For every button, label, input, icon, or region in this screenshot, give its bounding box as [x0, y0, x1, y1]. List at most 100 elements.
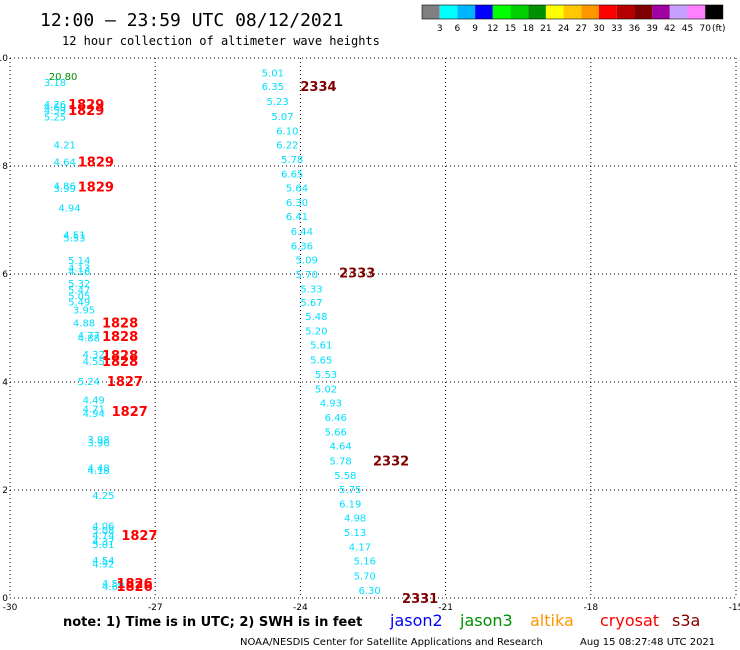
data-point-label: 4.69	[44, 103, 66, 114]
data-point-label: 4.54	[92, 556, 114, 567]
y-tick-label: 4	[2, 378, 8, 388]
data-point-label: 5.33	[300, 285, 322, 296]
data-point-label: 5.58	[334, 471, 356, 482]
data-point-label: 5.05	[68, 292, 90, 303]
color-swatch	[563, 5, 582, 19]
data-point-label: 5.49	[68, 298, 90, 309]
data-point-labels: 20.803.184.764.694.595.254.214.644.863.9…	[44, 69, 381, 597]
x-tick-label: -21	[438, 603, 453, 613]
color-scale-label: 39	[646, 24, 658, 34]
data-point-label: 5.25	[44, 112, 66, 123]
pass-label: 1826	[116, 580, 152, 595]
data-point-label: 5.24	[78, 377, 100, 388]
color-scale-label: 15	[505, 24, 516, 34]
x-tick-label: -27	[148, 603, 163, 613]
data-point-label: 4.17	[349, 543, 371, 554]
data-point-label: 4.71	[83, 404, 105, 415]
data-point-label: 5.08	[92, 526, 114, 537]
data-point-label: 3.99	[54, 184, 76, 195]
color-swatch	[545, 5, 564, 19]
data-point-label: 5.70	[354, 571, 376, 582]
axis-tick-labels: -30 -27 -24 -21 -18 -15 0 2 4 6 8 10	[0, 54, 740, 613]
pass-label: 1829	[68, 98, 104, 113]
data-point-label: 4.25	[92, 491, 114, 502]
data-point-label: 5.16	[354, 557, 376, 568]
color-scale-label: 21	[540, 24, 551, 34]
pass-label: 1828	[102, 355, 138, 370]
color-scale-label: 6	[455, 24, 461, 34]
data-point-label: 5.75	[339, 485, 361, 496]
y-tick-label: 6	[2, 270, 8, 280]
satellite-legend-item: s3a	[672, 611, 700, 630]
color-scale-label: 12	[487, 24, 498, 34]
data-point-label: 5.78	[329, 456, 351, 467]
data-point-label: 5.64	[286, 184, 308, 195]
color-scale-label: 33	[611, 24, 622, 34]
data-point-label: 5.70	[296, 270, 318, 281]
data-point-label: 4.49	[83, 395, 105, 406]
data-point-label: 3.95	[73, 306, 95, 317]
unit-label: (ft)	[712, 24, 726, 34]
color-scale-label: 27	[576, 24, 587, 34]
data-point-label: 4.06	[92, 522, 114, 533]
data-point-label: 5.66	[325, 428, 347, 439]
data-point-label: 5.48	[305, 312, 327, 323]
data-point-label: 4.88	[73, 319, 95, 330]
color-swatch	[457, 5, 476, 19]
color-scale-label: 30	[593, 24, 605, 34]
data-point-label: 4.13	[68, 264, 90, 275]
pass-label: 1828	[102, 330, 138, 345]
x-tick-label: -15	[729, 603, 740, 613]
data-point-label: 5.32	[68, 279, 90, 290]
pass-label: 1829	[78, 156, 114, 171]
data-point-label: 5.20	[305, 327, 327, 338]
data-point-label: 4.76	[44, 100, 66, 111]
data-point-label: 5.65	[310, 355, 332, 366]
color-scale-label: 24	[558, 24, 570, 34]
color-scale-label: 70	[699, 24, 711, 34]
pass-label: 1826	[116, 577, 152, 592]
data-point-label: 4.55	[83, 357, 105, 368]
pass-label: 1827	[121, 529, 157, 544]
data-point-label: 5.53	[63, 233, 85, 244]
data-point-label: 4.93	[320, 399, 342, 410]
data-point-label: 4.92	[92, 559, 114, 570]
data-point-label: 6.30	[358, 586, 380, 597]
color-swatch	[475, 5, 493, 19]
data-point-label: 6.46	[325, 413, 347, 424]
color-scale-label: 3	[437, 24, 443, 34]
data-point-label: 5.01	[92, 540, 114, 551]
color-swatch	[616, 5, 635, 19]
pass-label: 2334	[300, 80, 336, 95]
satellite-legend-item: jason2	[389, 611, 443, 630]
data-point-label: 4.98	[344, 514, 366, 525]
color-scale-label: 18	[522, 24, 534, 34]
color-scale-label: 9	[472, 24, 478, 34]
color-swatch	[492, 5, 511, 19]
satellite-legend-item: cryosat	[600, 611, 659, 630]
pass-label: 2331	[402, 592, 438, 607]
data-point-label: 20.80	[49, 72, 78, 83]
color-swatch	[439, 5, 458, 19]
data-point-label: 6.44	[291, 227, 313, 238]
color-swatch	[705, 5, 723, 19]
data-point-label: 5.02	[315, 384, 337, 395]
color-scale-label: 45	[682, 24, 693, 34]
y-tick-label: 2	[2, 486, 8, 496]
data-point-label: 6.10	[276, 126, 298, 137]
data-point-label: 4.74	[92, 531, 114, 542]
data-point-label: 5.13	[344, 528, 366, 539]
color-swatch	[687, 5, 706, 19]
data-point-label: 4.77	[78, 331, 100, 342]
pass-label: 1829	[78, 181, 114, 196]
data-point-label: 6.22	[276, 140, 298, 151]
data-point-label: 5.78	[281, 155, 303, 166]
chart-title: 12:00 — 23:59 UTC 08/12/2021	[40, 10, 343, 31]
chart-subtitle: 12 hour collection of altimeter wave hei…	[62, 34, 380, 48]
color-swatch	[510, 5, 529, 19]
data-point-label: 4.37	[92, 537, 114, 548]
data-point-label: 6.65	[281, 170, 303, 181]
pass-label: 1828	[102, 349, 138, 364]
pass-label: 2332	[373, 454, 409, 469]
